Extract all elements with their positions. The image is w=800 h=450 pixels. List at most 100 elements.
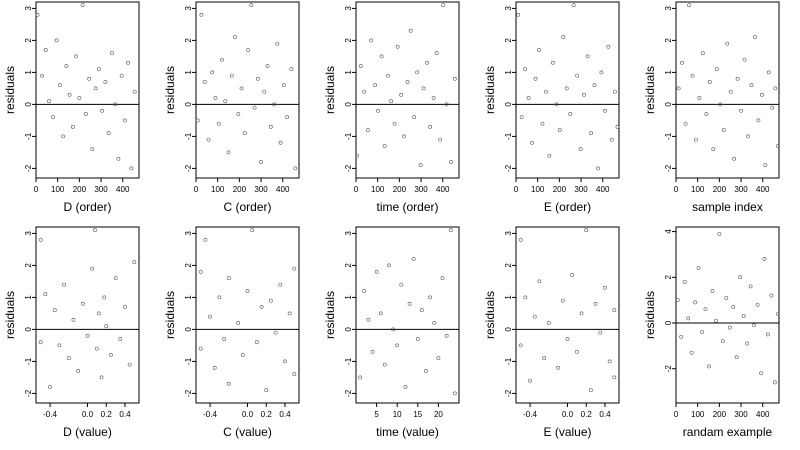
x-tick-label: 0.4 [599, 410, 611, 419]
data-point [113, 102, 118, 107]
x-tick-label: 200 [713, 185, 727, 194]
data-point [222, 337, 226, 341]
x-tick-label: 0.4 [279, 410, 291, 419]
data-point [763, 163, 768, 168]
data-point [752, 323, 756, 328]
x-tick-label: 0.2 [261, 410, 273, 419]
data-point [93, 86, 98, 91]
plot-frame [675, 226, 780, 404]
data-point [399, 282, 404, 287]
data-point [373, 83, 377, 88]
x-axis-label: C (value) [223, 425, 272, 439]
x-tick-label: 300 [734, 410, 748, 419]
y-tick-label: -1 [24, 357, 33, 365]
data-point [77, 96, 82, 100]
y-tick-label: -1 [184, 357, 193, 365]
chart-panel: 0 100 200 300 400 -2 -1 0 1 2 3 D (order) residuals [3, 1, 140, 214]
data-point [278, 140, 283, 145]
data-point [420, 308, 424, 313]
data-point [252, 105, 257, 110]
y-axis-label: residuals [323, 291, 337, 339]
x-tick-label: 200 [233, 185, 247, 194]
x-tick-label: 0.0 [242, 410, 254, 419]
data-point [565, 337, 570, 341]
y-tick-label: -1 [24, 132, 33, 140]
y-tick-label: 2 [184, 263, 193, 268]
x-tick-label: 100 [371, 185, 385, 194]
x-tick-label: 0.2 [101, 410, 113, 419]
data-point [571, 3, 576, 8]
data-point [725, 41, 730, 46]
plot-frame [355, 226, 460, 404]
data-point [687, 3, 691, 8]
y-tick-label: 2 [664, 275, 673, 280]
data-point [710, 289, 715, 293]
y-axis-label: residuals [3, 291, 17, 339]
data-point [609, 137, 614, 142]
chart-panel: -0.4 0.0 0.2 0.4 -2 -1 0 1 2 3 E (value) residuals [483, 226, 620, 439]
data-point [198, 269, 203, 274]
data-point [564, 86, 569, 91]
data-point [407, 301, 412, 306]
data-point [202, 80, 207, 84]
data-point [358, 375, 363, 380]
y-tick-label: 0 [184, 102, 193, 107]
data-point [275, 41, 280, 46]
data-point [217, 295, 222, 300]
y-axis-label: residuals [483, 66, 497, 114]
data-point [519, 115, 524, 120]
data-point [100, 108, 105, 113]
data-point [556, 365, 561, 370]
data-point [118, 337, 123, 341]
data-point [680, 60, 684, 65]
y-tick-label: 0 [24, 102, 33, 107]
data-point [727, 325, 732, 330]
data-point [64, 64, 69, 68]
data-point [272, 102, 276, 107]
x-tick-label: 100 [691, 185, 705, 194]
data-point [732, 156, 737, 161]
data-point [424, 369, 428, 373]
data-point [292, 372, 297, 377]
y-tick-label: -1 [504, 132, 513, 140]
data-point [132, 89, 137, 94]
data-point [528, 378, 532, 383]
data-point [129, 166, 134, 171]
y-tick-label: 1 [504, 70, 513, 75]
data-point [254, 340, 259, 345]
x-tick-label: 300 [574, 185, 588, 194]
data-point [428, 124, 433, 129]
data-point [48, 385, 52, 389]
y-tick-label: -2 [504, 389, 513, 397]
data-point [707, 364, 711, 369]
data-point [452, 76, 457, 81]
data-point [550, 60, 555, 65]
data-point [355, 153, 359, 158]
y-axis-label: residuals [163, 66, 177, 114]
data-point [259, 305, 264, 309]
y-tick-label: 1 [344, 70, 353, 75]
plot-frame [195, 1, 300, 179]
data-point [436, 356, 441, 361]
data-point [71, 317, 76, 322]
data-point [80, 301, 85, 306]
data-point [203, 237, 208, 242]
data-point [676, 86, 681, 91]
data-point [606, 44, 611, 49]
data-point [675, 298, 680, 303]
data-point [387, 263, 391, 268]
data-point [421, 86, 426, 91]
x-axis-label: C (order) [223, 200, 271, 214]
data-point [362, 289, 367, 293]
y-tick-label: 2 [344, 263, 353, 268]
data-point [236, 112, 241, 116]
data-point [582, 92, 586, 97]
data-point [593, 301, 598, 306]
data-point [724, 295, 729, 300]
data-point [85, 333, 90, 338]
data-point [38, 340, 43, 345]
data-point [448, 228, 453, 233]
data-point [90, 147, 95, 152]
data-point [378, 311, 383, 316]
data-point [358, 64, 363, 68]
